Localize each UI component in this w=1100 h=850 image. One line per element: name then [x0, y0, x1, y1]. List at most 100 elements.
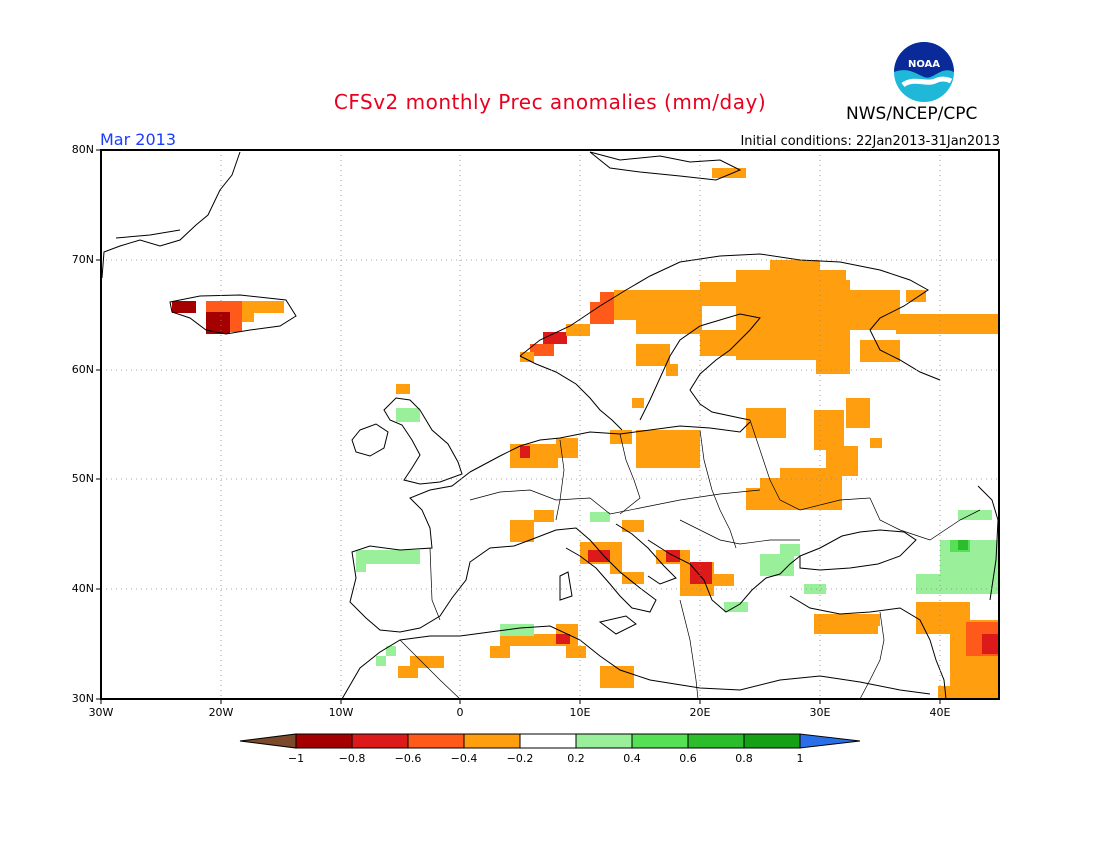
anomaly-patch	[396, 384, 410, 394]
colorbar-swatch	[631, 733, 689, 749]
anomaly-patch	[614, 290, 636, 320]
anomaly-patch	[860, 340, 900, 362]
colorbar-label: −0.2	[506, 752, 534, 765]
colorbar-label: −0.4	[450, 752, 478, 765]
colorbar-swatch	[575, 733, 633, 749]
lat-label: 40N	[71, 582, 94, 595]
anomaly-patch	[386, 646, 396, 656]
anomaly-patch	[938, 686, 972, 700]
anomaly-patch	[376, 656, 386, 666]
anomaly-patch	[566, 324, 590, 336]
colorbar-swatch	[519, 733, 577, 749]
anomaly-patch	[590, 302, 614, 324]
anomaly-patch	[700, 330, 740, 356]
anomaly-patch	[636, 430, 700, 468]
colorbar	[239, 733, 861, 749]
anomaly-patch	[242, 312, 254, 322]
anomaly-patch	[746, 408, 786, 438]
lon-label: 10E	[569, 706, 591, 719]
noaa-logo: NOAA	[894, 42, 954, 102]
anomaly-patch	[490, 646, 510, 658]
lon-label: 10W	[328, 706, 354, 719]
anomaly-patch	[398, 666, 418, 678]
anomaly-patch	[543, 332, 567, 344]
anomaly-patch	[500, 624, 534, 636]
anomaly-patch	[556, 438, 578, 458]
lon-label: 40E	[929, 706, 951, 719]
anomaly-patch	[556, 634, 570, 644]
anomaly-patch	[510, 520, 534, 542]
anomaly-patch	[356, 562, 366, 572]
lat-label: 30N	[71, 692, 94, 705]
lat-label: 80N	[71, 143, 94, 156]
lon-label: 30E	[809, 706, 831, 719]
anomaly-patch	[632, 398, 644, 408]
anomaly-patch	[916, 574, 998, 594]
anomaly-patch	[636, 344, 670, 366]
anomaly-patch	[636, 290, 702, 334]
anomaly-patch	[230, 312, 242, 332]
anomaly-patch	[588, 550, 610, 562]
anomaly-patch	[410, 656, 444, 668]
lat-label: 70N	[71, 253, 94, 266]
lat-label: 50N	[71, 472, 94, 485]
anomaly-patch	[896, 314, 998, 334]
chart-title: CFSv2 monthly Prec anomalies (mm/day)	[333, 90, 767, 114]
anomaly-patches	[172, 168, 998, 700]
anomaly-patch	[760, 478, 780, 490]
colorbar-label: −0.6	[394, 752, 422, 765]
anomaly-patch	[870, 438, 882, 448]
colorbar-swatch	[687, 733, 745, 749]
anomaly-patch	[746, 488, 780, 510]
anomaly-patch	[906, 290, 926, 302]
anomaly-patch	[520, 352, 534, 362]
colorbar-label: 0.8	[735, 752, 753, 765]
anomaly-patch	[356, 550, 420, 564]
anomaly-patch	[814, 410, 844, 450]
anomaly-patch	[712, 168, 746, 178]
colorbar-label: 1	[796, 752, 804, 765]
anomaly-patch	[510, 444, 558, 468]
anomaly-patch	[780, 468, 842, 510]
anomaly-patch	[520, 446, 530, 458]
forecast-month: Mar 2013	[100, 130, 176, 149]
colorbar-label: 0.6	[679, 752, 697, 765]
anomaly-patch	[530, 344, 554, 356]
map-frame	[100, 149, 1000, 700]
anomaly-patch	[622, 520, 644, 532]
agency-label: NWS/NCEP/CPC	[846, 104, 978, 124]
anomaly-patch	[770, 260, 820, 274]
lat-label: 60N	[71, 363, 94, 376]
anomaly-patch	[760, 554, 794, 576]
anomaly-patch	[820, 280, 850, 352]
lon-label: 20W	[208, 706, 234, 719]
colorbar-label: 0.4	[623, 752, 641, 765]
colorbar-swatch	[407, 733, 465, 749]
colorbar-swatch	[463, 733, 521, 749]
lon-label: 20E	[689, 706, 711, 719]
anomaly-patch	[804, 584, 826, 594]
anomaly-patch	[690, 562, 712, 584]
anomaly-patch	[712, 574, 734, 586]
anomaly-patch	[846, 398, 870, 428]
noaa-logo-text: NOAA	[908, 59, 940, 70]
anomaly-patch	[958, 540, 968, 550]
anomaly-patch	[622, 572, 644, 584]
anomaly-patch	[780, 544, 800, 556]
anomaly-patch	[172, 301, 196, 313]
colorbar-right-arrow	[799, 733, 861, 749]
colorbar-swatch	[743, 733, 801, 749]
anomaly-patch	[856, 614, 880, 626]
anomaly-patch	[534, 510, 554, 522]
colorbar-left-arrow	[239, 733, 297, 749]
anomaly-patch	[590, 512, 610, 522]
initial-conditions: Initial conditions: 22Jan2013-31Jan2013	[740, 134, 1000, 149]
lon-label: 30W	[88, 706, 114, 719]
colorbar-label: −0.8	[338, 752, 366, 765]
anomaly-patch	[982, 634, 998, 654]
anomaly-patch	[958, 510, 992, 520]
anomaly-patch	[396, 408, 420, 422]
anomaly-patch	[600, 666, 634, 688]
colorbar-label: 0.2	[567, 752, 585, 765]
